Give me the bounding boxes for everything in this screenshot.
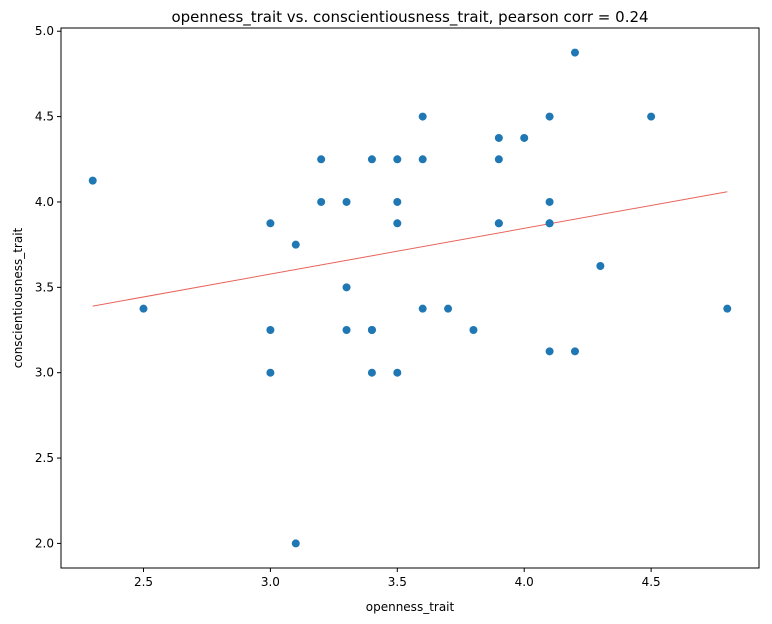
data-point — [393, 197, 402, 206]
data-point — [266, 368, 275, 377]
data-point — [494, 155, 503, 164]
data-point — [393, 368, 402, 377]
x-axis: 2.5 3.0 3.5 4.0 4.5 — [134, 568, 661, 589]
data-point — [469, 326, 478, 335]
y-tick-label: 4.5 — [35, 110, 54, 124]
y-tick-label: 2.0 — [35, 536, 54, 550]
data-point — [596, 261, 605, 270]
data-point — [494, 219, 503, 228]
y-tick-label: 3.5 — [35, 280, 54, 294]
data-point — [494, 133, 503, 142]
data-point — [418, 155, 427, 164]
points-layer — [88, 48, 732, 548]
data-point — [266, 326, 275, 335]
data-point — [317, 155, 326, 164]
y-axis: 2.0 2.5 3.0 3.5 4.0 4.5 5.0 — [35, 24, 61, 550]
data-point — [545, 347, 554, 356]
data-point — [367, 155, 376, 164]
plot-frame — [60, 27, 760, 569]
x-axis-label: openness_trait — [366, 600, 455, 614]
data-point — [647, 112, 656, 121]
data-point — [418, 112, 427, 121]
y-tick-label: 3.0 — [35, 366, 54, 380]
trendline-layer — [92, 191, 728, 307]
data-point — [545, 219, 554, 228]
data-point — [444, 304, 453, 313]
data-point — [291, 539, 300, 548]
data-point — [88, 176, 97, 185]
y-axis-label: conscientiousness_trait — [11, 227, 25, 368]
data-point — [342, 283, 351, 292]
data-point — [570, 347, 579, 356]
chart-title: openness_trait vs. conscientiousness_tra… — [171, 8, 648, 27]
x-tick-label: 2.5 — [134, 575, 153, 589]
y-tick-label: 4.0 — [35, 195, 54, 209]
y-tick-label: 5.0 — [35, 24, 54, 38]
data-point — [545, 197, 554, 206]
x-tick-label: 3.0 — [261, 575, 280, 589]
y-tick-label: 2.5 — [35, 451, 54, 465]
x-tick-label: 3.5 — [388, 575, 407, 589]
data-point — [317, 197, 326, 206]
x-tick-label: 4.0 — [515, 575, 534, 589]
data-point — [545, 112, 554, 121]
data-point — [342, 197, 351, 206]
data-point — [418, 304, 427, 313]
data-point — [367, 368, 376, 377]
data-point — [139, 304, 148, 313]
data-point — [520, 133, 529, 142]
data-point — [342, 326, 351, 335]
data-point — [723, 304, 732, 313]
data-point — [570, 48, 579, 57]
data-point — [291, 240, 300, 249]
data-point — [367, 326, 376, 335]
data-point — [266, 219, 275, 228]
data-point — [393, 219, 402, 228]
x-tick-label: 4.5 — [642, 575, 661, 589]
data-point — [393, 155, 402, 164]
trendline — [92, 191, 728, 307]
